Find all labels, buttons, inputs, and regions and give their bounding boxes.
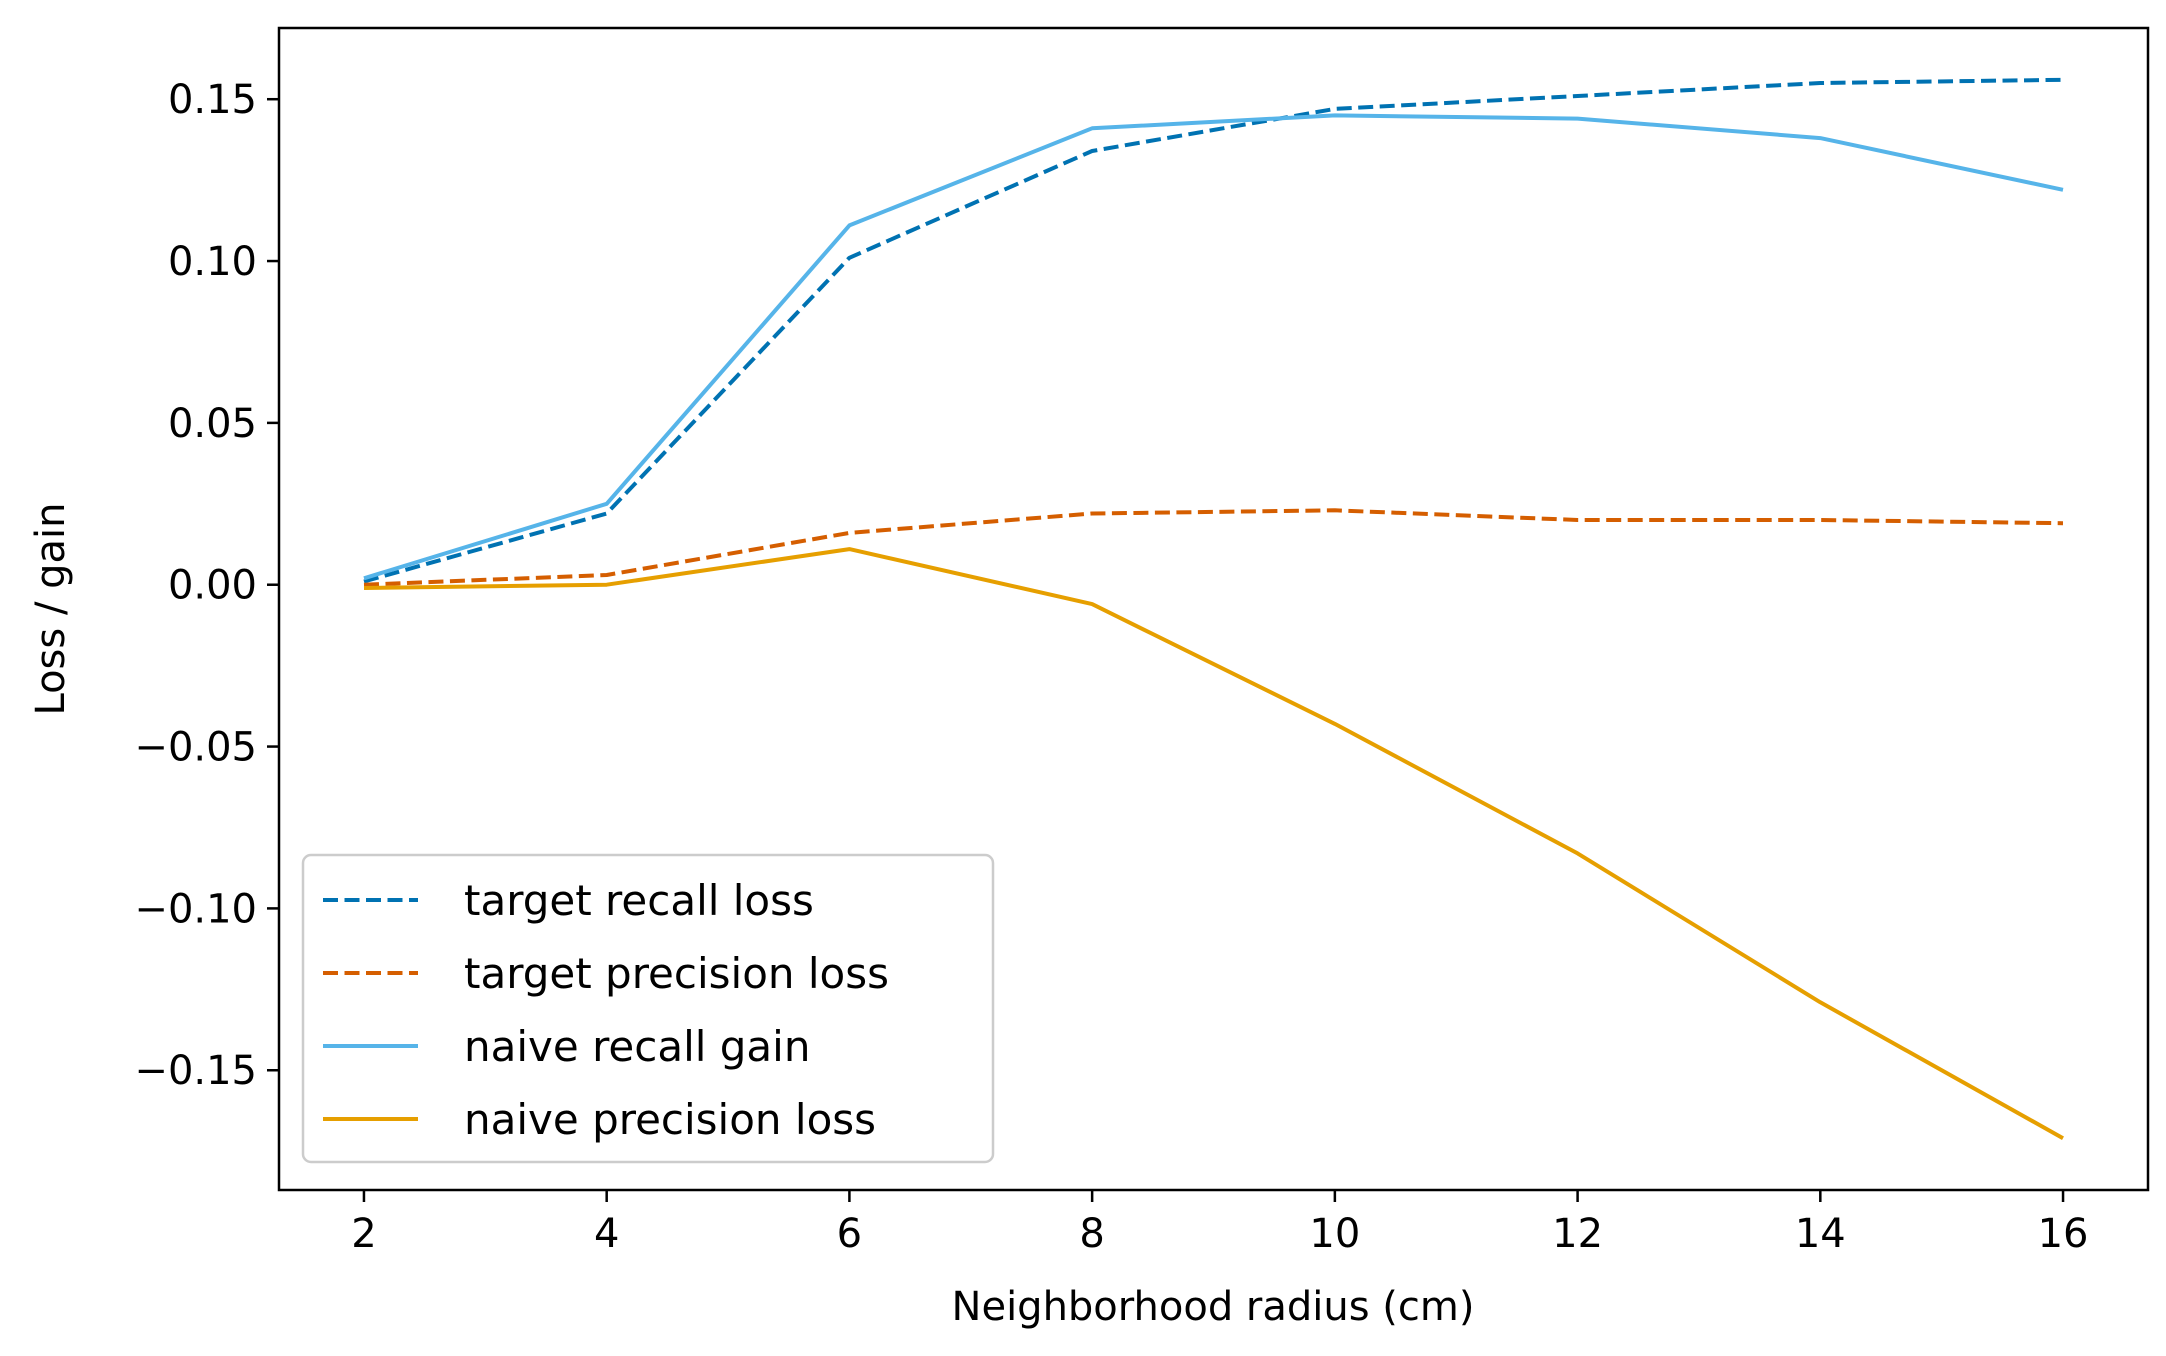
y-axis-ticks: 0.15 0.10 0.05 0.00 −0.05 −0.10 −0.15	[134, 77, 279, 1094]
series-line-target-recall-loss	[363, 77, 2064, 584]
x-tick-label: 16	[2038, 1211, 2089, 1257]
y-tick-label: 0.15	[168, 77, 257, 123]
series-layer	[363, 77, 2064, 1140]
x-tick-label: 2	[351, 1211, 376, 1257]
legend-label: naive precision loss	[464, 1095, 876, 1144]
series-line-naive-recall-gain	[363, 113, 2064, 581]
x-axis-label: Neighborhood radius (cm)	[952, 1284, 1475, 1330]
y-tick-label: 0.05	[168, 401, 257, 447]
y-tick-label: −0.10	[134, 886, 257, 932]
x-tick-label: 14	[1795, 1211, 1846, 1257]
x-tick-label: 12	[1552, 1211, 1603, 1257]
legend-label: target recall loss	[464, 876, 814, 925]
y-axis-label: Loss / gain	[28, 502, 74, 715]
legend: target recall loss target precision loss n…	[301, 853, 995, 1164]
y-tick-label: 0.00	[168, 563, 257, 609]
y-tick-label: −0.15	[134, 1048, 257, 1094]
legend-label: target precision loss	[464, 949, 889, 998]
x-tick-label: 8	[1079, 1211, 1104, 1257]
y-tick-label: −0.05	[134, 725, 257, 771]
series-line-target-precision-loss	[363, 508, 2064, 587]
x-tick-label: 4	[594, 1211, 619, 1257]
series-line-naive-precision-loss	[363, 547, 2064, 1140]
x-axis-ticks: 2 4 6 8 10 12 14 16	[351, 1190, 2088, 1257]
legend-label: naive recall gain	[464, 1022, 810, 1071]
plot-frame	[277, 26, 2150, 1192]
x-tick-label: 6	[837, 1211, 862, 1257]
x-tick-label: 10	[1309, 1211, 1360, 1257]
legend-box	[301, 853, 995, 1164]
y-tick-label: 0.10	[168, 239, 257, 285]
